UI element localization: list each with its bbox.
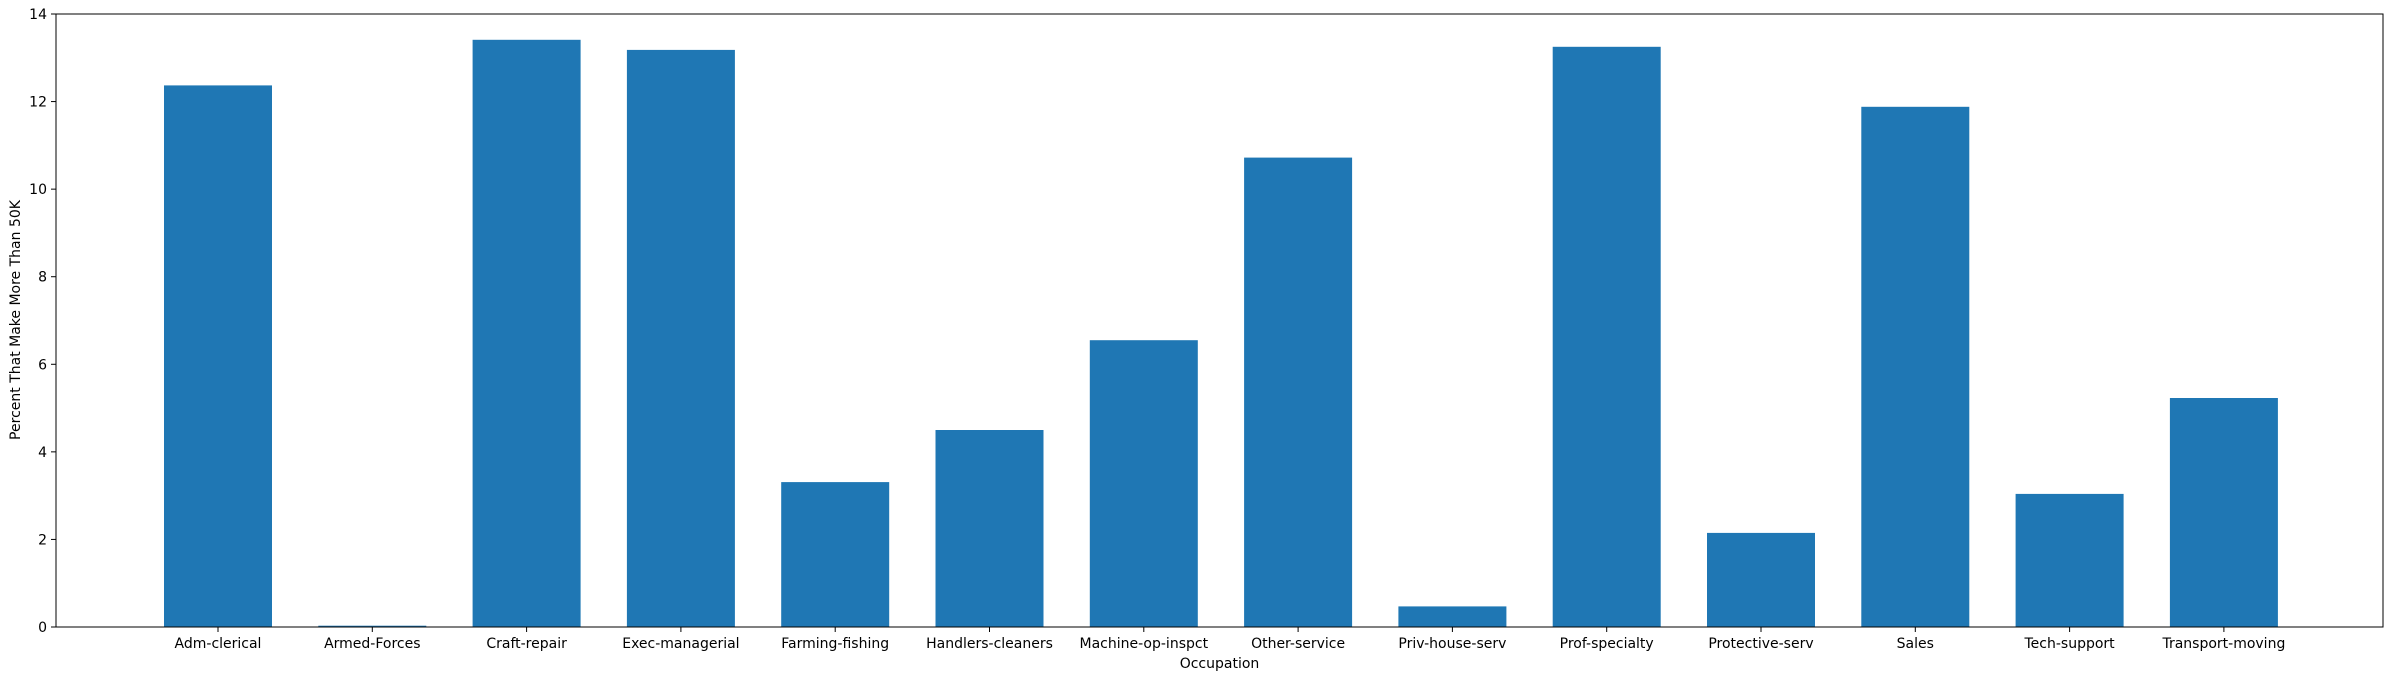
plot-frame [55, 13, 2384, 628]
y-tick-label: 10 [29, 182, 47, 198]
x-tick-label: Adm-clerical [175, 636, 262, 652]
x-tick-label: Craft-repair [486, 636, 567, 652]
y-axis-title: Percent That Make More Than 50K [8, 199, 24, 440]
y-axis-ticks: 0 2 4 6 8 10 12 14 [29, 7, 56, 636]
bar-priv-house-serv [1398, 606, 1507, 627]
plot-area [56, 14, 2383, 627]
x-tick-label: Protective-serv [1708, 636, 1813, 652]
bars-group [164, 39, 2278, 628]
bar-farming-fishing [781, 482, 890, 627]
x-tick-label: Farming-fishing [781, 636, 889, 652]
bar-machine-op-inspct [1089, 340, 1198, 627]
bar-craft-repair [472, 39, 581, 628]
y-tick-label: 4 [38, 445, 47, 461]
bar-tech-support [2015, 493, 2124, 627]
bar-handlers-cleaners [935, 430, 1044, 627]
x-tick-label: Prof-specialty [1560, 636, 1654, 652]
x-tick-label: Handlers-cleaners [926, 636, 1053, 652]
bar-other-service [1244, 157, 1353, 627]
x-tick-label: Machine-op-inspct [1080, 636, 1209, 652]
x-tick-label: Armed-Forces [324, 636, 420, 652]
x-axis-title: Occupation [1180, 656, 1260, 672]
bar-prof-specialty [1552, 46, 1661, 628]
x-tick-label: Other-service [1251, 636, 1345, 652]
y-tick-label: 2 [38, 532, 47, 548]
bar-armed-forces [318, 625, 427, 627]
y-tick-label: 12 [29, 95, 47, 111]
bar-protective-serv [1707, 532, 1815, 627]
x-axis-ticks: Adm-clerical Armed-Forces Craft-repair Exec… [175, 627, 2285, 652]
x-tick-label: Priv-house-serv [1398, 636, 1506, 652]
y-tick-label: 14 [29, 7, 47, 23]
bar-exec-managerial [626, 49, 735, 627]
bar-transport-moving [2169, 398, 2278, 627]
bar-adm-clerical [164, 85, 272, 627]
x-tick-label: Sales [1897, 636, 1934, 652]
x-tick-label: Tech-support [2024, 636, 2116, 652]
x-tick-label: Exec-managerial [622, 636, 739, 652]
bar-sales [1861, 106, 1970, 628]
x-tick-label: Transport-moving [2161, 636, 2285, 652]
y-tick-label: 8 [38, 270, 47, 286]
y-tick-label: 0 [38, 620, 47, 636]
y-tick-label: 6 [38, 357, 47, 373]
